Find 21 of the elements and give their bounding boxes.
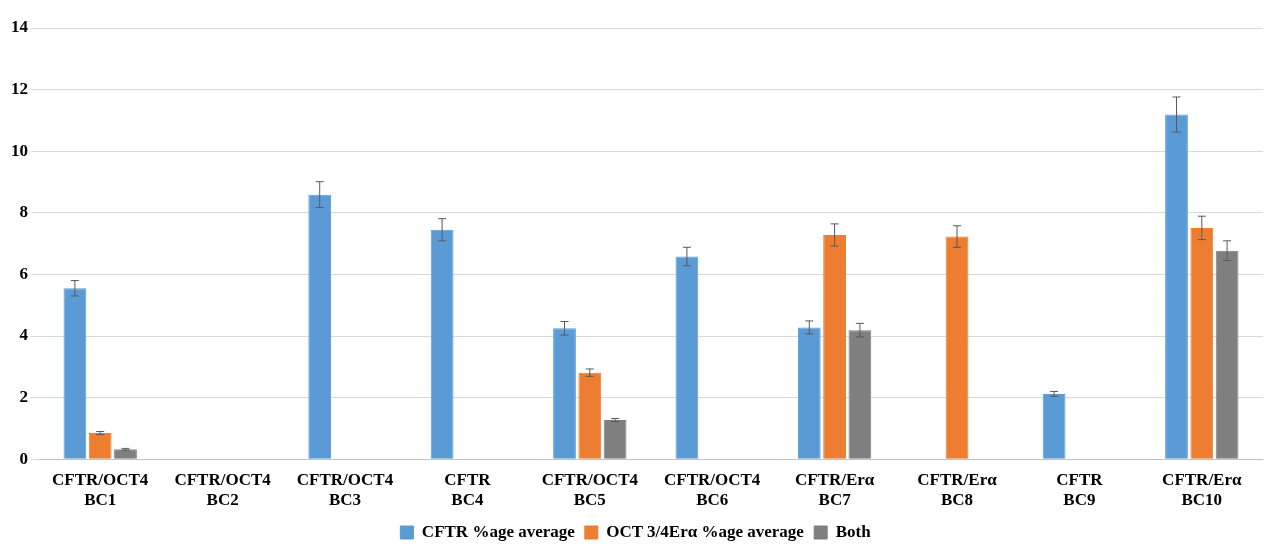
legend-label: Both <box>835 521 872 541</box>
y-tick-label: 14 <box>11 17 29 37</box>
x-tick-label: CFTR/Erα BC7 <box>794 469 875 510</box>
x-tick-label: CFTR/OCT4 BC6 <box>664 469 761 510</box>
x-tick-label: CFTR/OCT4 BC5 <box>541 469 639 510</box>
legend-label: OCT 3/4Erα %age average <box>606 521 805 541</box>
x-tick-label: CFTR/OCT4 BC3 <box>296 469 394 510</box>
y-tick-label: 6 <box>19 263 28 283</box>
x-tick-label: CFTR BC9 <box>1056 469 1104 510</box>
x-tick-label: CFTR/Erα BC10 <box>1162 469 1242 510</box>
y-tick-label: 4 <box>19 325 29 345</box>
y-tick-label: 2 <box>19 386 28 406</box>
x-tick-label: CFTR/OCT4 BC1 <box>52 469 149 510</box>
x-tick-label: CFTR/Erα BC8 <box>917 469 998 510</box>
legend-label: CFTR %age average <box>421 521 576 541</box>
x-tick-label: CFTR BC4 <box>444 469 492 510</box>
x-tick-label: CFTR/OCT4 BC2 <box>174 469 272 510</box>
y-tick-label: 8 <box>19 202 28 222</box>
y-tick-label: 10 <box>11 140 28 160</box>
y-tick-label: 0 <box>19 448 28 468</box>
y-tick-label: 12 <box>11 78 28 98</box>
